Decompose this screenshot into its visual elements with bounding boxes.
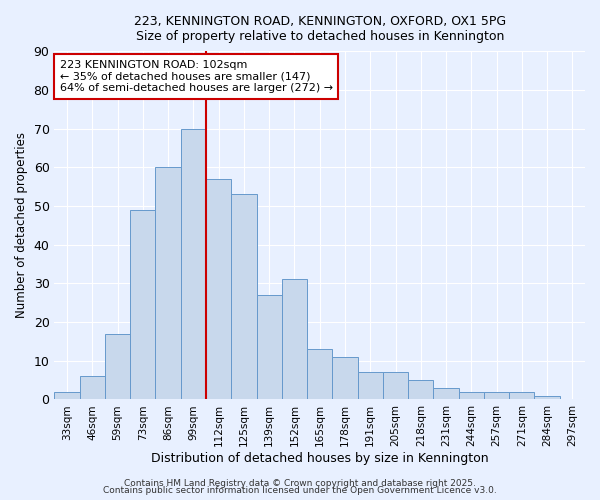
- Bar: [55, 392, 80, 400]
- Bar: [231, 194, 257, 400]
- Bar: [383, 372, 408, 400]
- Bar: [332, 357, 358, 400]
- Bar: [433, 388, 458, 400]
- Title: 223, KENNINGTON ROAD, KENNINGTON, OXFORD, OX1 5PG
Size of property relative to d: 223, KENNINGTON ROAD, KENNINGTON, OXFORD…: [134, 15, 506, 43]
- Text: Contains HM Land Registry data © Crown copyright and database right 2025.: Contains HM Land Registry data © Crown c…: [124, 478, 476, 488]
- Bar: [484, 392, 509, 400]
- Text: 223 KENNINGTON ROAD: 102sqm
← 35% of detached houses are smaller (147)
64% of se: 223 KENNINGTON ROAD: 102sqm ← 35% of det…: [60, 60, 333, 93]
- Bar: [408, 380, 433, 400]
- Bar: [206, 179, 231, 400]
- Bar: [130, 210, 155, 400]
- Bar: [307, 349, 332, 400]
- Bar: [535, 396, 560, 400]
- Bar: [105, 334, 130, 400]
- Bar: [181, 128, 206, 400]
- X-axis label: Distribution of detached houses by size in Kennington: Distribution of detached houses by size …: [151, 452, 488, 465]
- Bar: [155, 167, 181, 400]
- Bar: [509, 392, 535, 400]
- Bar: [282, 280, 307, 400]
- Bar: [358, 372, 383, 400]
- Bar: [80, 376, 105, 400]
- Bar: [257, 295, 282, 400]
- Text: Contains public sector information licensed under the Open Government Licence v3: Contains public sector information licen…: [103, 486, 497, 495]
- Y-axis label: Number of detached properties: Number of detached properties: [15, 132, 28, 318]
- Bar: [458, 392, 484, 400]
